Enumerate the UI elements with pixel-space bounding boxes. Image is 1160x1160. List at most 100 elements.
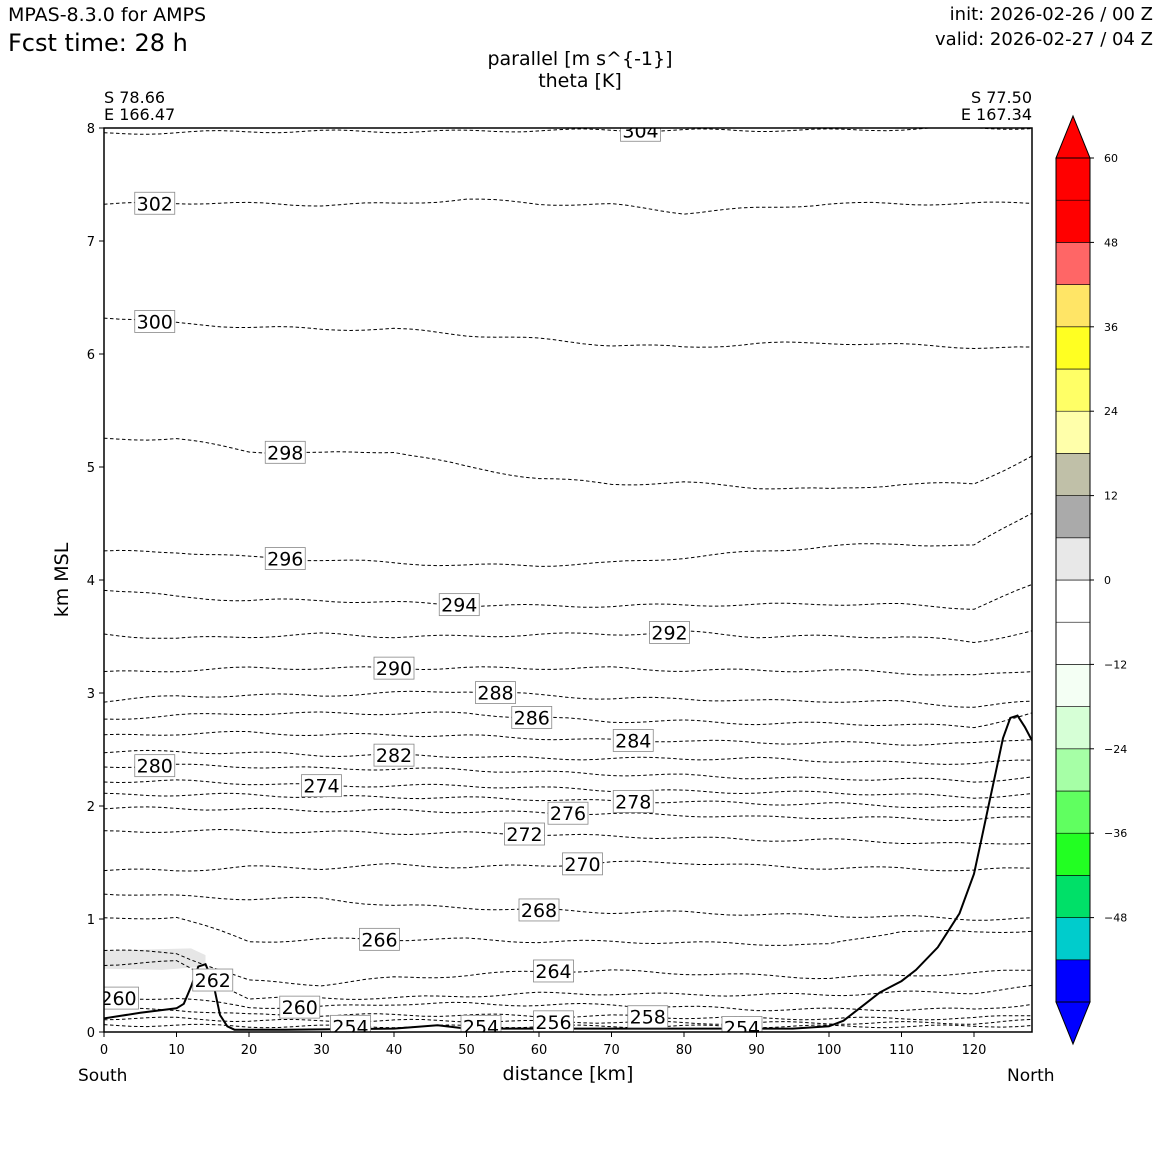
contour-label-284: 284 — [615, 730, 651, 752]
contour-label-272: 272 — [506, 824, 542, 846]
contour-label-292: 292 — [651, 622, 687, 644]
colorbar-tick-label-4: 12 — [1104, 490, 1118, 503]
left-endpoint-lat: S 78.66 — [104, 88, 166, 107]
y-tick-label-6: 6 — [87, 348, 95, 363]
theta-contour-268 — [104, 893, 1032, 921]
right-endpoint-lat: S 77.50 — [970, 88, 1032, 107]
x-tick-label-80: 80 — [676, 1043, 693, 1058]
contour-label-258-box — [627, 1005, 669, 1029]
contour-label-288: 288 — [477, 683, 513, 705]
colorbar-segment-5 — [1055, 748, 1091, 792]
contour-label-302: 302 — [137, 193, 173, 215]
colorbar-segment-19 — [1055, 157, 1091, 201]
colorbar: 60 48 36 24 12 0 −12 −24 −36 −48 — [1055, 114, 1127, 1046]
contour-label-276-box — [547, 801, 589, 825]
contour-label-272-box — [504, 822, 545, 846]
colorbar-tick-label-0: 60 — [1104, 152, 1118, 165]
contour-label-extra-2-box — [721, 1016, 763, 1032]
contour-label-280: 280 — [137, 756, 173, 778]
y-tick-label-5: 5 — [87, 461, 95, 476]
contour-label-274: 274 — [303, 776, 339, 798]
contour-label-extra-1-box — [330, 1014, 371, 1032]
theta-contour-278 — [104, 792, 1032, 809]
contour-label-278: 278 — [615, 791, 651, 813]
contour-label-264: 264 — [535, 961, 571, 983]
y-tick-label-3: 3 — [87, 687, 95, 702]
contour-label-262-box — [192, 968, 234, 992]
contour-label-282: 282 — [376, 745, 412, 767]
colorbar-segment-10 — [1055, 537, 1091, 581]
theta-contour-298 — [104, 437, 1032, 490]
y-tick-label-7: 7 — [87, 235, 95, 250]
contour-label-268-box — [518, 898, 560, 922]
colorbar-segment-15 — [1055, 326, 1091, 370]
colorbar-segment-12 — [1055, 453, 1091, 496]
theta-contour-300 — [104, 317, 1032, 350]
chart-subtitle: theta [K] — [538, 70, 622, 92]
theta-contour-282 — [104, 749, 1032, 765]
colorbar-segment-14 — [1055, 368, 1091, 412]
contour-label-268: 268 — [521, 900, 557, 922]
colorbar-tick-label-3: 24 — [1104, 405, 1118, 418]
colorbar-segment-8 — [1055, 621, 1091, 665]
contour-label-296-box — [264, 547, 306, 570]
y-tick-label-4: 4 — [87, 574, 95, 589]
contour-label-280-box — [134, 754, 176, 778]
colorbar-tick-label-6: −12 — [1104, 658, 1127, 671]
y-tick-label-2: 2 — [87, 800, 95, 815]
contour-label-290: 290 — [376, 658, 412, 680]
colorbar-segment-18 — [1055, 199, 1091, 243]
x-tick-label-120: 120 — [962, 1043, 987, 1058]
contour-label-292-box — [649, 621, 690, 644]
colorbar-segment-3 — [1055, 832, 1091, 876]
contour-label-254-box — [460, 1014, 502, 1032]
colorbar-segment-17 — [1055, 242, 1091, 285]
theta-contour-294 — [104, 584, 1032, 610]
x-tick-label-70: 70 — [603, 1043, 620, 1058]
colorbar-under-arrow — [1055, 1001, 1091, 1046]
contour-label-300: 300 — [137, 311, 173, 333]
contour-label-290-box — [373, 656, 415, 680]
north-end-label: North — [1007, 1066, 1055, 1086]
colorbar-tick-label-2: 36 — [1104, 321, 1118, 334]
terrain-line — [104, 714, 1032, 1031]
valid-time: valid: 2026-02-27 / 04 Z — [935, 29, 1153, 50]
contour-label-extra-0: 260 — [100, 988, 136, 1010]
theta-contour-290 — [104, 666, 1032, 676]
contour-label-256: 256 — [535, 1012, 571, 1034]
colorbar-tick-label-9: −48 — [1104, 912, 1127, 925]
x-tick-label-110: 110 — [889, 1043, 914, 1058]
colorbar-tick-label-8: −36 — [1104, 827, 1127, 840]
theta-contour-272 — [104, 828, 1032, 845]
contour-label-258: 258 — [630, 1007, 666, 1029]
right-endpoint-lon: E 167.34 — [960, 105, 1032, 124]
contour-label-298: 298 — [267, 442, 303, 464]
plot-frame — [103, 127, 1033, 1033]
model-title: MPAS-8.3.0 for AMPS — [8, 4, 207, 26]
contour-label-276: 276 — [550, 803, 586, 825]
y-tick-label-1: 1 — [87, 913, 95, 928]
contour-label-262: 262 — [195, 970, 231, 992]
x-tick-label-0: 0 — [100, 1043, 108, 1058]
theta-contour-280 — [104, 763, 1032, 783]
contour-label-extra-0-box — [104, 986, 139, 1010]
x-axis-label: distance [km] — [502, 1063, 634, 1085]
colorbar-segment-4 — [1055, 790, 1091, 834]
left-endpoint-lon: E 166.47 — [104, 105, 176, 124]
colorbar-segment-13 — [1055, 410, 1091, 454]
contour-label-extra-1: 254 — [332, 1016, 368, 1038]
colorbar-tick-label-1: 48 — [1104, 236, 1118, 249]
contour-label-278-box — [612, 790, 654, 813]
south-end-label: South — [78, 1066, 128, 1086]
theta-contour-288 — [104, 690, 1032, 708]
x-tick-label-40: 40 — [386, 1043, 403, 1058]
contour-label-294: 294 — [441, 595, 477, 617]
theta-contour-266 — [104, 916, 1032, 946]
contour-label-286-box — [511, 706, 553, 729]
contour-label-254: 254 — [463, 1016, 499, 1038]
contour-label-296: 296 — [267, 549, 303, 571]
contour-label-extra-2: 254 — [724, 1017, 760, 1039]
theta-contour-260 — [104, 996, 1032, 1012]
contour-label-274-box — [301, 774, 342, 798]
